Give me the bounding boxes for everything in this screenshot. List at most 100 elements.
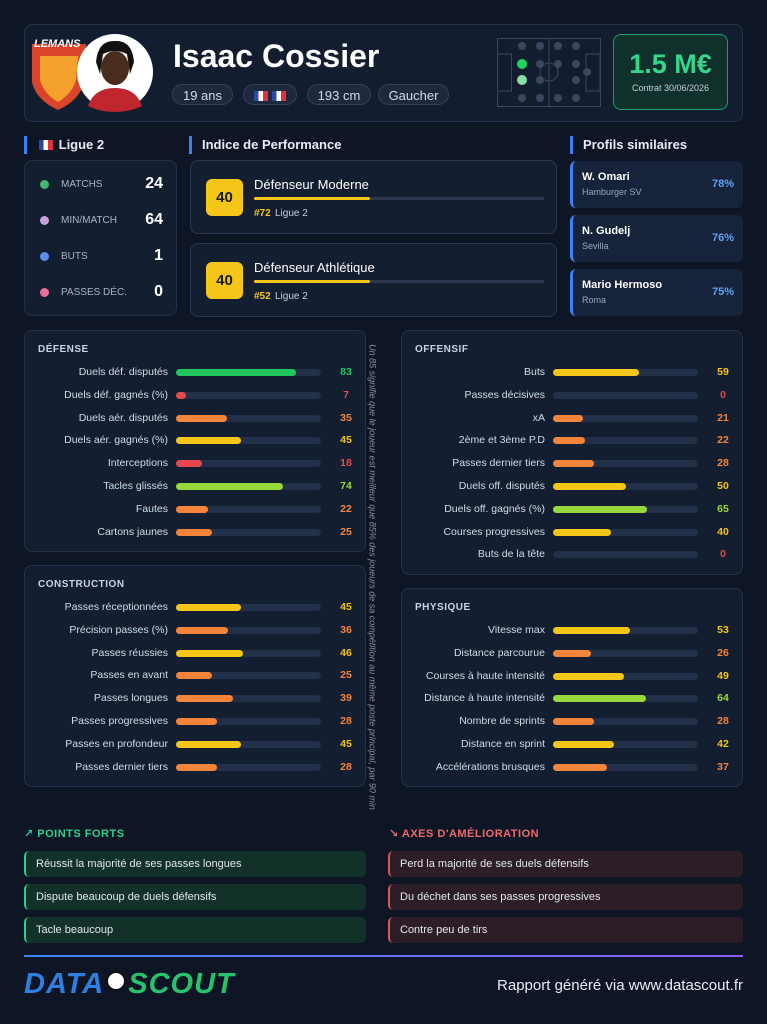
improvements-title-text: AXES D'AMÉLIORATION <box>401 828 540 840</box>
similar-card: W. Omari Hamburger SV 78% <box>570 161 743 208</box>
metric-label: Cartons jaunes <box>97 525 168 538</box>
metric-value: 45 <box>340 737 352 750</box>
metric-bar <box>553 505 648 513</box>
metric-label: Duels aér. disputés <box>78 411 168 424</box>
metric-value: 53 <box>717 624 729 636</box>
metric-track <box>176 649 321 657</box>
metric-value: 18 <box>340 457 352 470</box>
main-position <box>517 59 527 69</box>
metric-bar <box>553 649 591 657</box>
metric-label: Passes dernier tiers <box>452 457 545 470</box>
index-league: Ligue 2 <box>275 208 308 219</box>
metric-bar <box>553 763 607 771</box>
stat-icon <box>40 288 49 297</box>
league-head: Ligue 2 <box>24 136 104 154</box>
metric-value: 7 <box>343 388 349 401</box>
metric-label: Passes en avant <box>90 669 168 682</box>
similar-score: 78% <box>711 178 734 190</box>
index-score: 40 <box>206 262 243 299</box>
metric-value: 45 <box>340 601 352 613</box>
metric-track <box>176 414 321 422</box>
market-value: 1.5 M€ <box>629 49 712 79</box>
metric-value: 21 <box>717 411 729 424</box>
metric-track <box>176 505 321 513</box>
section-title: OFFENSIF <box>415 344 469 355</box>
contract: Contrat 30/06/2026 <box>631 83 710 93</box>
metric-track <box>176 604 321 611</box>
footer-text: Rapport généré via www.datascout.fr <box>497 977 743 994</box>
metric-bar <box>176 672 213 680</box>
metric-bar <box>176 763 217 771</box>
metric-label: Passes décisives <box>464 388 545 401</box>
value-box: 1.5 M€ Contrat 30/06/2026 <box>613 34 728 110</box>
metric-label: Passes réussies <box>91 646 168 659</box>
metric-bar <box>176 460 203 468</box>
stat-label: MIN/MATCH <box>61 215 117 226</box>
nationality-flags <box>243 84 297 105</box>
metric-track <box>176 763 321 771</box>
section-title: PHYSIQUE <box>415 602 471 613</box>
metric-label: Fautes <box>135 502 168 515</box>
metric-value: 25 <box>340 669 352 682</box>
stat-value: 64 <box>145 211 163 228</box>
section-card <box>401 330 743 575</box>
metric-bar <box>553 460 594 468</box>
metric-label: Duels déf. disputés <box>78 366 168 378</box>
avatar-hair <box>96 40 134 74</box>
index-league: Ligue 2 <box>275 291 308 302</box>
metric-bar <box>176 718 217 725</box>
metric-track <box>553 649 698 657</box>
metric-label: Distance parcourue <box>453 646 545 659</box>
metric-track <box>176 626 321 634</box>
metric-value: 39 <box>340 692 352 705</box>
metric-value: 40 <box>717 525 729 538</box>
strengths-title: ↗ POINTS FORTS <box>24 828 125 840</box>
similar-name: Mario Hermoso <box>582 279 663 291</box>
logo-part: SCOUT <box>128 968 235 1000</box>
metric-track <box>176 695 321 703</box>
metric-bar <box>553 528 611 536</box>
metric-value: 22 <box>340 502 352 515</box>
metric-bar <box>176 740 242 748</box>
similar-club: Hamburger SV <box>582 187 642 197</box>
metric-label: Courses à haute intensité <box>425 669 545 682</box>
index-bar <box>254 197 370 200</box>
metric-label: xA <box>532 411 545 424</box>
metric-bar <box>553 695 646 703</box>
metric-label: Distance à haute intensité <box>424 692 545 705</box>
section-card <box>401 588 743 787</box>
metric-bar <box>553 718 594 726</box>
metric-value: 37 <box>717 760 729 773</box>
similar-card: Mario Hermoso Roma 75% <box>570 269 743 316</box>
metric-track <box>553 414 698 422</box>
stat-value: 24 <box>145 175 163 192</box>
footer-rule <box>24 955 743 957</box>
metric-bar <box>176 649 243 657</box>
metric-value: 25 <box>340 525 352 538</box>
metric-label: Passes en profondeur <box>65 737 168 750</box>
metric-bar <box>176 528 213 536</box>
metric-label: Passes longues <box>93 692 168 705</box>
secondary-position <box>517 75 527 85</box>
metric-track <box>553 437 698 445</box>
similar-card: N. Gudelj Sevilla 76% <box>570 215 743 262</box>
metric-bar <box>176 505 208 513</box>
similar-score: 75% <box>711 286 734 298</box>
stat-label: MATCHS <box>61 179 103 190</box>
index-track <box>254 280 544 283</box>
strength-item: Dispute beaucoup de duels défensifs <box>24 884 366 910</box>
metric-track <box>553 391 698 399</box>
metric-value: 36 <box>340 623 352 636</box>
metric-value: 28 <box>717 457 729 470</box>
similar-club: Sevilla <box>582 241 609 251</box>
avatar-shirt <box>88 88 142 112</box>
strengths-title-text: POINTS FORTS <box>37 828 125 840</box>
metric-value: 42 <box>717 738 729 750</box>
metric-track <box>553 460 698 468</box>
metric-value: 59 <box>717 366 729 378</box>
metric-value: 0 <box>720 388 726 401</box>
similar-score: 76% <box>711 232 734 244</box>
metric-bar <box>176 695 233 703</box>
metric-value: 22 <box>717 434 729 447</box>
metric-label: Duels aér. gagnés (%) <box>64 434 168 447</box>
